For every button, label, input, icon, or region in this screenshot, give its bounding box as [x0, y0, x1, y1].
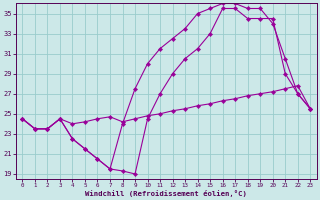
X-axis label: Windchill (Refroidissement éolien,°C): Windchill (Refroidissement éolien,°C) [85, 190, 247, 197]
